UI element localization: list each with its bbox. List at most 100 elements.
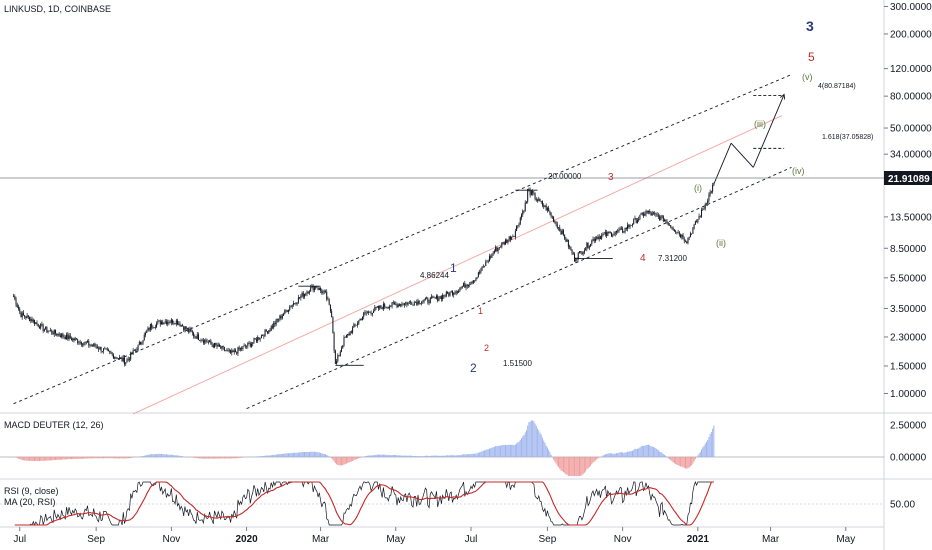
channel-lower-line — [246, 166, 792, 410]
candle-body — [107, 349, 109, 351]
candle-body — [151, 324, 153, 328]
time-axis-group: Jul Sep Nov 2020 Mar May Jul Sep Nov 2021 Mar May — [13, 527, 855, 545]
candle-body — [276, 319, 278, 320]
time-tick-label: Sep — [87, 534, 105, 545]
macd-group: 2.50000 0.00000 — [0, 420, 927, 476]
candle-body — [671, 226, 673, 229]
candle-body — [402, 304, 404, 306]
candle-body — [91, 344, 93, 346]
candle-body — [501, 242, 503, 248]
candle-body — [604, 232, 606, 235]
candle-body — [253, 338, 255, 343]
candle-body — [156, 323, 158, 328]
candle-body — [15, 298, 17, 305]
candle-body — [540, 201, 542, 202]
candle-body — [289, 306, 291, 311]
candle-body — [223, 347, 225, 351]
candle-body — [581, 251, 583, 254]
candle-body — [699, 216, 701, 217]
candle-body — [96, 346, 98, 349]
rsi-line — [14, 480, 714, 526]
candle-body — [99, 346, 101, 350]
time-tick-label: Nov — [162, 534, 180, 545]
candle-body — [625, 227, 627, 230]
candle-body — [106, 348, 108, 350]
candle-body — [548, 207, 550, 212]
candle-body — [524, 202, 526, 211]
candle-body — [697, 219, 699, 223]
candle-body — [188, 328, 190, 332]
candle-body — [306, 291, 308, 294]
candle-body — [280, 315, 282, 319]
candle-body — [146, 331, 148, 334]
candle-body — [341, 348, 343, 352]
candle-body — [418, 300, 420, 304]
candle-body — [42, 324, 44, 331]
candle-body — [624, 227, 626, 232]
candle-body — [391, 302, 393, 307]
candle-body — [226, 350, 228, 351]
candle-body — [442, 295, 444, 300]
candle-body — [32, 319, 34, 322]
candle-body — [19, 308, 21, 312]
macd-tick-label: 2.50000 — [890, 421, 927, 432]
candle-body — [630, 225, 632, 227]
candle-body — [249, 343, 251, 347]
candle-body — [672, 228, 674, 230]
candle-body — [50, 330, 52, 331]
candle-body — [458, 290, 460, 293]
candle-body — [571, 249, 573, 254]
candle-body — [578, 251, 580, 254]
candle-body — [16, 304, 18, 307]
candle-body — [560, 230, 562, 235]
candle-body — [85, 341, 87, 343]
candle-body — [127, 358, 129, 360]
candle-body — [167, 322, 169, 324]
candle-body — [216, 344, 218, 347]
candle-body — [154, 327, 156, 328]
candle-body — [348, 333, 350, 335]
time-tick-label: Sep — [539, 534, 557, 545]
candle-body — [310, 287, 312, 292]
candle-body — [592, 239, 594, 241]
time-tick-label: 2020 — [235, 534, 258, 545]
candle-body — [64, 337, 66, 340]
candle-body — [692, 228, 694, 234]
candle-body — [503, 242, 505, 245]
candle-body — [381, 307, 383, 310]
candle-body — [301, 293, 303, 297]
candle-body — [582, 252, 584, 254]
candle-body — [705, 203, 707, 205]
candle-body — [110, 352, 112, 354]
candle-body — [439, 296, 441, 299]
candle-body — [639, 214, 641, 220]
candle-body — [214, 342, 216, 348]
candle-body — [649, 211, 651, 214]
candle-body — [710, 191, 712, 193]
candle-body — [378, 306, 380, 309]
candle-body — [79, 341, 81, 343]
candles-group — [13, 182, 715, 367]
candle-body — [431, 296, 433, 298]
macd-label: MACD DEUTER (12, 26) — [4, 420, 104, 430]
candle-body — [22, 312, 24, 316]
candle-body — [550, 213, 552, 217]
candle-body — [53, 329, 55, 335]
candle-body — [163, 322, 165, 324]
candle-body — [703, 208, 705, 210]
candle-body — [207, 342, 209, 343]
candle-body — [488, 256, 490, 262]
candle-body — [414, 302, 416, 303]
candle-body — [645, 210, 647, 214]
candle-body — [88, 341, 90, 346]
price-tick-label: 8.50000 — [890, 244, 927, 255]
candle-body — [357, 323, 359, 326]
candle-body — [358, 320, 360, 324]
candle-body — [302, 293, 304, 297]
candle-body — [43, 329, 45, 331]
candle-body — [233, 350, 235, 353]
candle-body — [34, 319, 36, 324]
candle-body — [345, 335, 347, 338]
candle-body — [406, 302, 408, 305]
candle-body — [175, 320, 177, 325]
